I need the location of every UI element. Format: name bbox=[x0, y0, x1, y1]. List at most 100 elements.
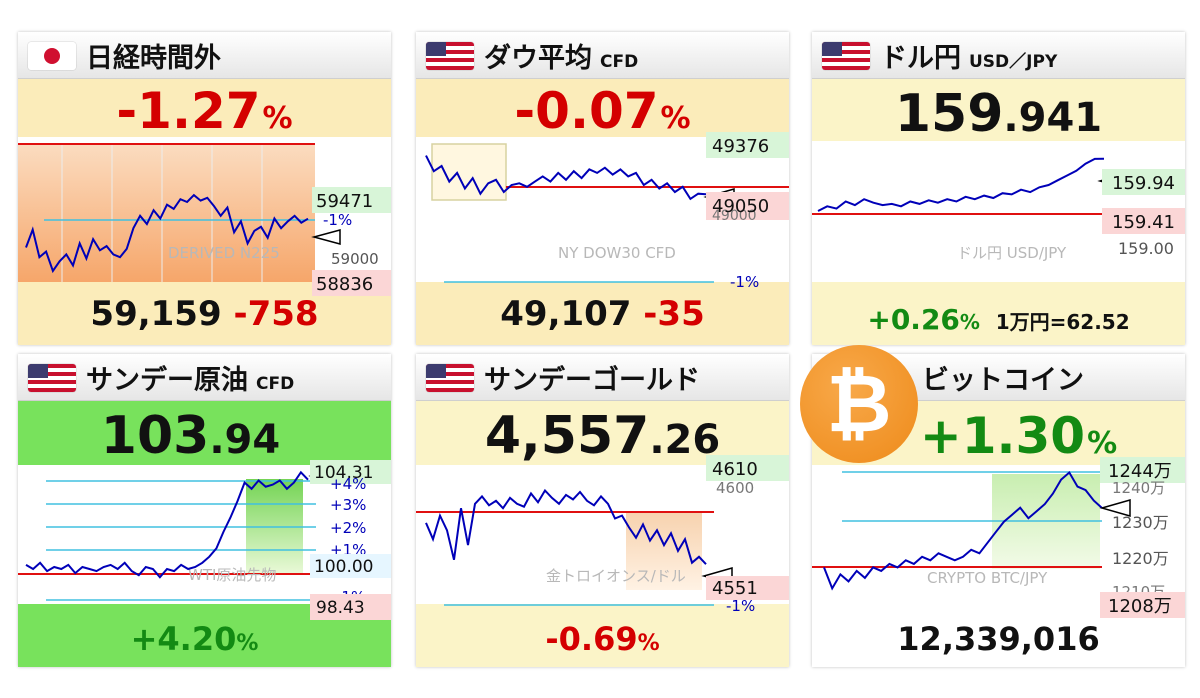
high-tag-bg bbox=[312, 187, 391, 213]
low-tag-bg bbox=[706, 576, 789, 600]
level-tag-bg bbox=[310, 554, 391, 578]
panel-usdjpy[interactable]: ドル円 USD/JPY 159.94 159.41 159.00 ドル円 USD／… bbox=[812, 32, 1185, 345]
level-label: 100.00 bbox=[314, 557, 373, 577]
bottom-line: +0.26% 1万円=62.52 bbox=[812, 302, 1185, 340]
gain-area bbox=[18, 144, 315, 282]
low-tag-bg bbox=[1102, 208, 1185, 234]
yen-conversion: 1万円=62.52 bbox=[995, 310, 1130, 334]
open-box bbox=[431, 143, 507, 201]
price-change: +4.20 bbox=[130, 620, 237, 658]
level-label: 159.00 bbox=[1118, 239, 1174, 258]
current-price: 49,107 bbox=[500, 294, 632, 334]
chart-watermark: ドル円 USD/JPY bbox=[957, 244, 1067, 262]
high-label: 159.94 bbox=[1112, 173, 1175, 194]
level-1220-label: 1220万 bbox=[1112, 549, 1169, 568]
bottom-line: 49,107 -35 bbox=[416, 294, 789, 334]
series-line bbox=[425, 155, 707, 201]
level-label: 59000 bbox=[331, 250, 379, 268]
panel-header: 日経時間外 bbox=[18, 32, 391, 79]
high-label: 104.31 bbox=[314, 463, 373, 483]
level-lines bbox=[842, 471, 1102, 522]
low-label: 98.43 bbox=[316, 598, 365, 618]
chart-usdjpy: ドル円 USD/JPY 159.94 159.41 159.00 bbox=[812, 157, 1185, 262]
panel-header: ダウ平均 CFD bbox=[416, 32, 789, 79]
level-label: 4600 bbox=[716, 479, 754, 497]
panel-nikkei[interactable]: DERIVED N225 59471 -1% 59000 58836 日経時間外… bbox=[18, 32, 391, 345]
series-line bbox=[25, 470, 309, 579]
bottom-line: -0.69% bbox=[545, 620, 660, 658]
current-price-marker bbox=[311, 229, 341, 245]
chart-bitcoin: CRYPTO BTC/JPY 1244万 1240万 1230万 1220万 1… bbox=[812, 457, 1185, 618]
bottom-line: 59,159 -758 bbox=[18, 294, 391, 334]
low-tag-bg bbox=[310, 594, 391, 620]
change-percent: -0.07% bbox=[514, 82, 691, 140]
chart-nikkei: DERIVED N225 59471 -1% 59000 58836 bbox=[18, 143, 391, 296]
chart-watermark: CRYPTO BTC/JPY bbox=[927, 569, 1048, 587]
us-flag-icon bbox=[426, 364, 474, 392]
chart-dow: NY DOW30 CFD 49376 49000 49050 -1% bbox=[425, 132, 789, 291]
price-change: -0.69 bbox=[545, 620, 638, 658]
current-price: 59,159 bbox=[90, 294, 222, 334]
p4-label: +4% bbox=[330, 475, 366, 493]
price-band bbox=[416, 401, 789, 465]
level-1230-label: 1230万 bbox=[1112, 513, 1169, 532]
high-label: 4610 bbox=[712, 459, 758, 480]
low-label: 4551 bbox=[712, 578, 758, 599]
panel-header: ドル円 USD／JPY bbox=[812, 32, 1185, 79]
p3-label: +3% bbox=[330, 496, 366, 514]
high-tag-bg bbox=[706, 455, 789, 481]
current-price: 12,339,016 bbox=[897, 620, 1100, 658]
panel-header: サンデーゴールド bbox=[416, 354, 789, 401]
panel-dow[interactable]: NY DOW30 CFD 49376 49000 49050 -1% ダウ平均 C… bbox=[416, 32, 789, 345]
price-change: +0.26% bbox=[867, 303, 980, 336]
us-flag-icon bbox=[822, 42, 870, 70]
series-line bbox=[25, 193, 309, 274]
panel-oil[interactable]: WTI原油先物 104.31 +4% +3% +2% +1% 100.00 -1… bbox=[18, 354, 391, 667]
panel-title: ビットコイン bbox=[922, 365, 1084, 396]
panel-gold[interactable]: 金トロイオンス/ドル 4610 4600 4551 -1% サンデーゴールド 4… bbox=[416, 354, 789, 667]
bottom-band bbox=[416, 282, 789, 345]
low-label: 159.41 bbox=[1112, 212, 1175, 233]
current-price: 4,557.26 bbox=[484, 406, 721, 466]
bottom-line: +4.20% bbox=[130, 620, 259, 658]
panel-title: ダウ平均 CFD bbox=[484, 43, 639, 74]
series-line bbox=[817, 157, 1105, 212]
level-tag-bg bbox=[706, 192, 789, 220]
panel-header: サンデー原油 CFD bbox=[18, 354, 391, 401]
price-band bbox=[416, 79, 789, 137]
high-tag-bg bbox=[706, 132, 789, 158]
panel-title: サンデー原油 CFD bbox=[86, 365, 295, 396]
chart-watermark: WTI原油先物 bbox=[188, 566, 276, 584]
chart-watermark: NY DOW30 CFD bbox=[558, 244, 676, 262]
us-flag-icon bbox=[28, 364, 76, 392]
p2-label: +2% bbox=[330, 519, 366, 537]
panel-title: ドル円 USD／JPY bbox=[880, 43, 1058, 74]
change-percent: -1.27% bbox=[116, 82, 293, 140]
minus1-label: -1% bbox=[323, 211, 352, 229]
change-percent: +1.30% bbox=[919, 407, 1118, 465]
price-change: -758 bbox=[233, 294, 319, 334]
high-label: 49376 bbox=[712, 136, 769, 157]
percent-lines bbox=[46, 480, 316, 601]
us-flag-icon bbox=[426, 42, 474, 70]
price-band bbox=[18, 401, 391, 465]
level-label: 49050 bbox=[712, 196, 769, 217]
panel-title: 日経時間外 bbox=[86, 43, 221, 74]
price-change: -35 bbox=[643, 294, 705, 334]
high-tag-bg bbox=[1100, 457, 1185, 483]
low-label: 49000 bbox=[712, 208, 757, 224]
chart-gold: 金トロイオンス/ドル 4610 4600 4551 -1% bbox=[416, 455, 789, 615]
current-rate: 159.941 bbox=[894, 84, 1103, 144]
low-label: 58836 bbox=[316, 274, 373, 295]
current-price: 103.94 bbox=[100, 406, 281, 466]
japan-flag-icon bbox=[28, 42, 76, 70]
high-tag-bg bbox=[1102, 169, 1185, 195]
current-price-marker bbox=[1099, 499, 1131, 517]
price-band bbox=[812, 79, 1185, 141]
minus1-label: -1% bbox=[730, 273, 759, 291]
high-label: 59471 bbox=[316, 191, 373, 212]
high-tag-bg bbox=[310, 460, 391, 484]
chart-watermark: 金トロイオンス/ドル bbox=[546, 567, 686, 585]
bottom-line: 12,339,016 bbox=[812, 619, 1185, 659]
chart-oil: WTI原油先物 104.31 +4% +3% +2% +1% 100.00 -1… bbox=[18, 460, 391, 620]
